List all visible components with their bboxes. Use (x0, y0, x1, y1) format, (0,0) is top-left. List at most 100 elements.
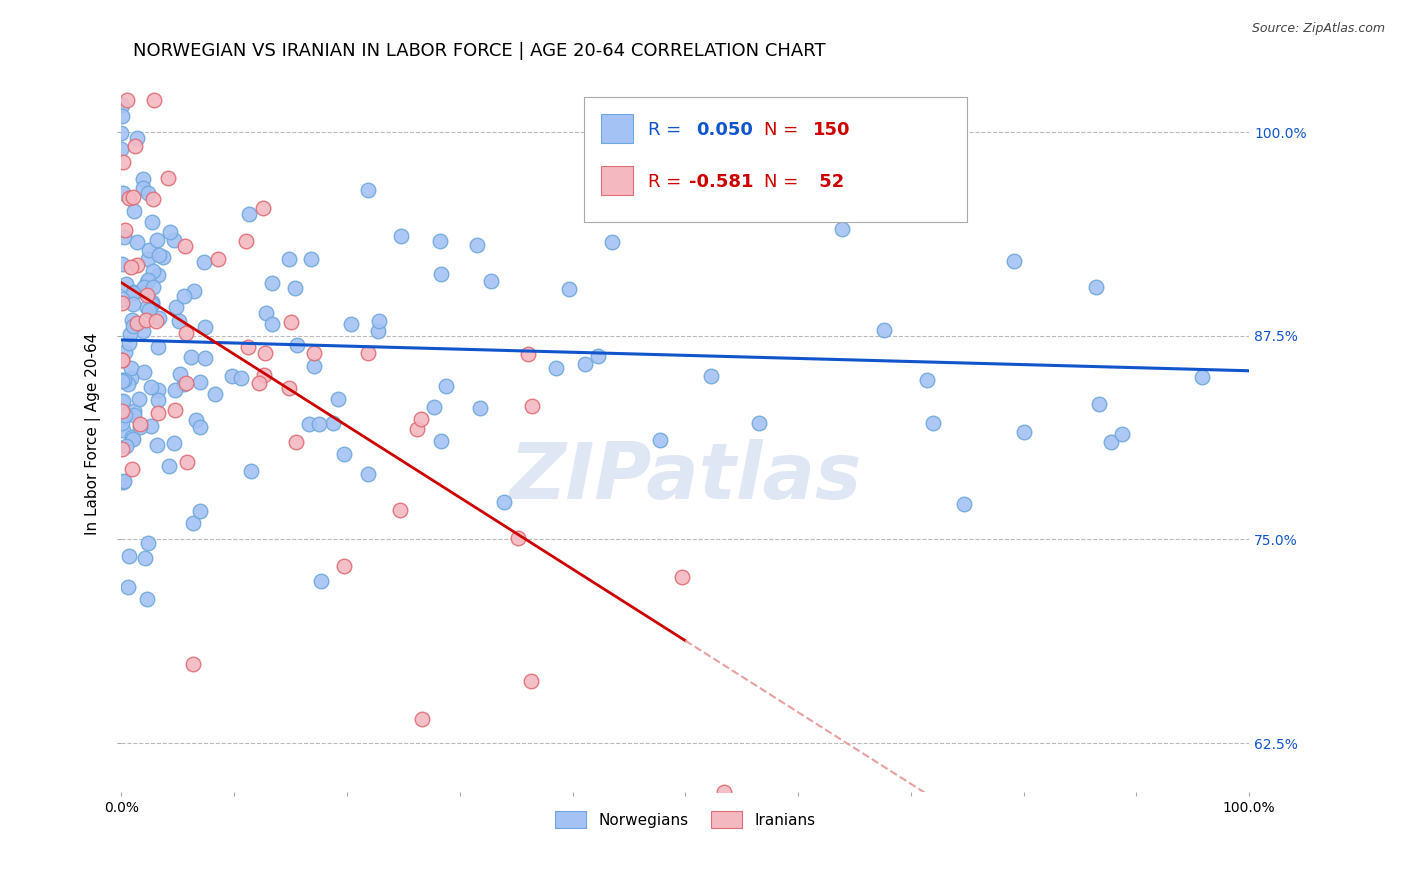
Point (115, 93, 138, 107)
Point (1002, 254, 1025, 268)
Point (128, 392, 150, 406)
Point (277, 252, 299, 266)
Point (558, 282, 581, 296)
Point (1088, 397, 1111, 411)
Point (188, 375, 211, 389)
Point (110, 292, 132, 306)
Point (132, 180, 155, 194)
Point (176, 455, 198, 469)
Point (110, 127, 132, 141)
Point (111, 393, 134, 408)
Point (146, 340, 169, 354)
Point (111, 257, 134, 271)
Point (146, 233, 169, 247)
Point (183, 284, 205, 298)
Point (1084, 280, 1107, 294)
Point (872, 322, 894, 336)
Point (148, 268, 170, 282)
Text: R =: R = (648, 120, 688, 139)
Point (122, 190, 145, 204)
Point (127, 235, 149, 250)
Point (134, 285, 156, 300)
Point (159, 225, 181, 239)
Point (141, 214, 163, 228)
Point (157, 170, 180, 185)
Point (278, 381, 301, 395)
Point (110, 353, 132, 368)
Point (181, 516, 204, 530)
Point (422, 401, 444, 415)
FancyBboxPatch shape (600, 166, 634, 195)
Point (648, 434, 671, 448)
Point (173, 377, 195, 392)
Point (136, 300, 159, 314)
Point (114, 223, 136, 237)
Point (285, 338, 308, 352)
Point (333, 447, 356, 461)
Text: R =: R = (648, 173, 688, 191)
Point (188, 504, 211, 518)
Point (262, 276, 284, 290)
Point (252, 201, 274, 215)
Point (479, 274, 502, 288)
Point (229, 371, 252, 385)
Point (142, 279, 165, 293)
Point (111, 109, 134, 123)
Point (132, 280, 155, 294)
Point (546, 361, 568, 376)
Point (367, 324, 389, 338)
Point (122, 285, 145, 300)
Point (111, 296, 134, 310)
FancyBboxPatch shape (600, 113, 634, 144)
Point (236, 339, 259, 353)
Point (143, 93, 166, 107)
Point (121, 312, 143, 326)
Point (111, 373, 134, 387)
Point (654, 176, 676, 190)
Point (180, 351, 202, 365)
Point (111, 416, 134, 430)
Point (146, 383, 169, 397)
Point (299, 252, 322, 266)
Point (118, 192, 141, 206)
Point (280, 315, 302, 329)
Point (112, 475, 135, 490)
Point (588, 349, 610, 363)
Point (157, 458, 180, 473)
Point (249, 376, 271, 390)
Point (430, 267, 453, 281)
Point (284, 435, 307, 450)
Point (173, 289, 195, 303)
Point (110, 404, 132, 418)
Point (1012, 425, 1035, 439)
Point (163, 403, 186, 417)
Point (713, 785, 735, 799)
Point (1191, 370, 1213, 384)
Point (117, 580, 139, 594)
Point (142, 192, 165, 206)
Point (284, 280, 307, 294)
Point (134, 550, 156, 565)
Point (253, 368, 276, 382)
Point (135, 313, 157, 327)
Point (1099, 434, 1122, 449)
Point (138, 536, 160, 550)
Point (169, 367, 191, 381)
Point (135, 275, 157, 289)
Point (186, 413, 208, 427)
Point (112, 230, 135, 244)
Point (120, 361, 142, 376)
Point (388, 503, 411, 517)
FancyBboxPatch shape (583, 96, 967, 222)
Point (121, 285, 143, 300)
Point (138, 244, 160, 258)
Point (146, 393, 169, 408)
Point (188, 420, 211, 434)
Point (114, 474, 136, 488)
Text: NORWEGIAN VS IRANIAN IN LABOR FORCE | AGE 20-64 CORRELATION CHART: NORWEGIAN VS IRANIAN IN LABOR FORCE | AG… (132, 42, 825, 60)
Point (494, 495, 516, 509)
Point (831, 221, 853, 235)
Point (152, 250, 174, 264)
Point (309, 574, 332, 588)
Point (357, 345, 380, 359)
